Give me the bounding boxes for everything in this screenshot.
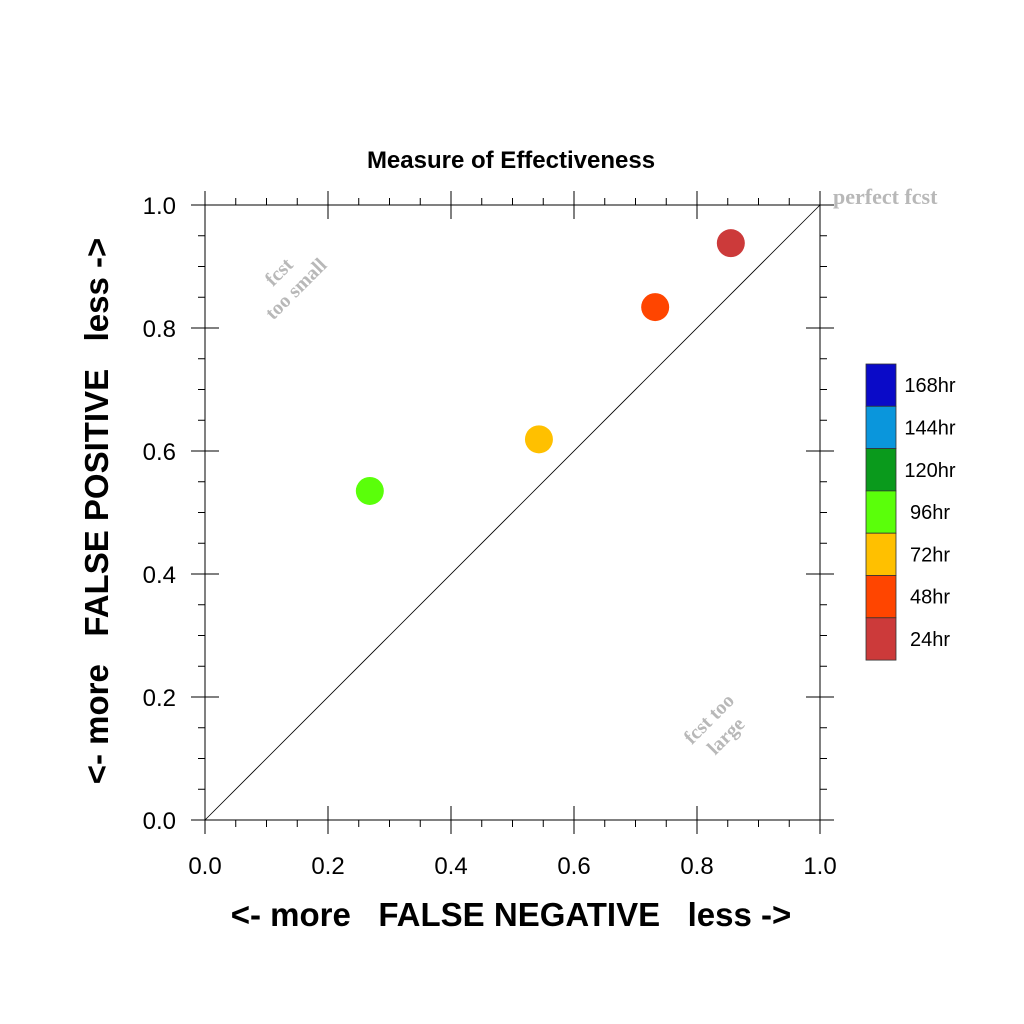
y-tick-label: 1.0 [143, 193, 176, 220]
chart-title: Measure of Effectiveness [367, 147, 655, 174]
legend-swatch [865, 617, 897, 661]
legend-label: 120hr [904, 460, 955, 482]
legend-swatch [865, 490, 897, 534]
too-large-annotation: fcst too large [680, 690, 750, 760]
legend-label: 48hr [910, 587, 950, 609]
legend-label: 72hr [910, 544, 950, 566]
legend-swatch [865, 532, 897, 576]
major-ticks [191, 191, 834, 834]
perfect-forecast-annotation: perfect fcst [833, 184, 938, 209]
y-tick-label: 0.6 [143, 439, 176, 466]
legend-label: 168hr [904, 375, 955, 397]
legend: 168hr 144hr 120hr 96hr 72hr 48hr 24hr [865, 363, 956, 661]
x-tick-label: 1.0 [803, 853, 836, 880]
legend-swatch [865, 405, 897, 449]
y-tick-labels: 0.0 0.2 0.4 0.6 0.8 1.0 [143, 193, 176, 835]
x-tick-label: 0.4 [434, 853, 467, 880]
data-point [524, 425, 553, 454]
data-points [355, 229, 745, 505]
x-tick-label: 0.2 [311, 853, 344, 880]
legend-label: 96hr [910, 502, 950, 524]
minor-ticks [198, 198, 827, 827]
x-tick-labels: 0.0 0.2 0.4 0.6 0.8 1.0 [188, 853, 836, 880]
y-tick-label: 0.0 [143, 808, 176, 835]
y-axis-label: <- more FALSE POSITIVE less -> [78, 238, 115, 785]
too-small-annotation: fcst too small [261, 254, 332, 325]
data-point [716, 229, 745, 258]
legend-label: 144hr [904, 417, 955, 439]
legend-swatch [865, 448, 897, 492]
y-tick-label: 0.2 [143, 685, 176, 712]
x-tick-label: 0.6 [557, 853, 590, 880]
x-axis-label: <- more FALSE NEGATIVE less -> [231, 896, 792, 933]
y-tick-label: 0.8 [143, 316, 176, 343]
x-tick-label: 0.8 [680, 853, 713, 880]
legend-swatch [865, 363, 897, 407]
data-point [355, 476, 384, 505]
y-tick-label: 0.4 [143, 562, 176, 589]
data-point [641, 293, 670, 322]
perfect-forecast-diagonal [204, 204, 821, 821]
x-tick-label: 0.0 [188, 853, 221, 880]
legend-label: 24hr [910, 629, 950, 651]
legend-swatch [865, 575, 897, 619]
